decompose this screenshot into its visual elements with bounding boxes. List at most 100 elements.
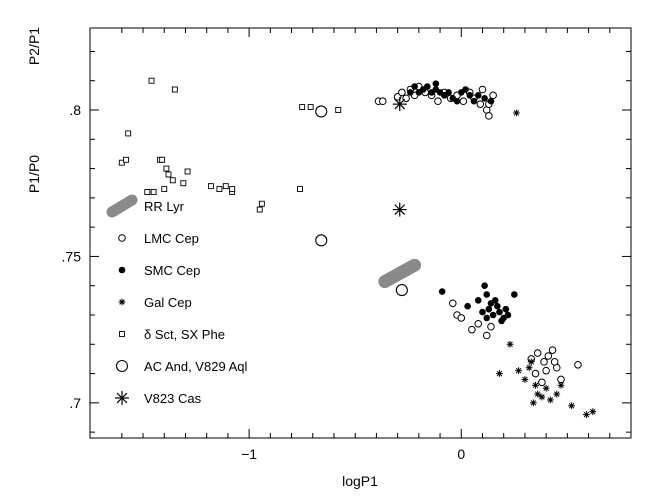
point-filled-circle <box>466 92 474 99</box>
point-open-square <box>150 189 157 195</box>
point-filled-circle <box>474 297 482 304</box>
point-open-circle-small <box>538 378 546 387</box>
legend-label: V823 Cas <box>144 391 202 406</box>
legend: RR Lyr LMC Cep SMC Cep Gal Cep δ Sct, SX Phe… <box>106 194 247 406</box>
point-star-small <box>534 390 542 398</box>
point-filled-circle <box>432 80 440 87</box>
point-filled-circle <box>407 89 414 96</box>
point-open-circle-small <box>398 88 406 97</box>
legend-marker-star-large <box>115 391 129 405</box>
point-open-square <box>161 186 168 193</box>
legend-item: V823 Cas <box>115 391 202 406</box>
point-filled-circle <box>498 317 505 325</box>
point-filled-circle <box>453 97 461 105</box>
legend-marker-band <box>106 194 138 218</box>
point-star-small <box>530 399 537 407</box>
y-tick-label: .8 <box>69 102 81 118</box>
point-star-small <box>515 367 522 375</box>
point-open-circle-large <box>315 234 328 247</box>
point-open-circle-small <box>533 349 542 357</box>
data-points <box>118 77 597 418</box>
point-open-square <box>222 183 229 190</box>
point-filled-circle <box>438 288 446 295</box>
point-star-small <box>557 381 565 389</box>
point-star-small <box>538 393 546 401</box>
point-filled-circle <box>474 92 482 99</box>
point-filled-circle <box>511 291 518 298</box>
point-filled-circle <box>481 282 488 290</box>
point-open-circle-small <box>544 352 553 360</box>
legend-item: RR Lyr <box>106 194 185 218</box>
legend-item: SMC Cep <box>118 263 200 278</box>
point-star-small <box>583 411 590 418</box>
point-open-circle-large <box>315 105 328 118</box>
point-open-circle-small <box>476 100 485 108</box>
axis-ticks <box>90 28 632 438</box>
point-filled-circle <box>479 308 486 316</box>
rr-lyr-bands <box>378 258 422 289</box>
point-open-square <box>171 86 178 93</box>
point-open-square <box>307 104 314 111</box>
point-open-circle-small <box>434 97 442 106</box>
point-open-square <box>165 171 172 178</box>
point-open-circle-large <box>395 284 408 297</box>
point-star-small <box>568 402 575 410</box>
y-axis-label-lower: P1/P0 <box>26 155 42 193</box>
point-filled-circle <box>496 308 503 316</box>
legend-item: Gal Cep <box>118 295 192 310</box>
point-filled-circle <box>487 97 495 105</box>
point-open-square <box>148 77 155 84</box>
legend-marker-filled-circle <box>118 266 126 274</box>
point-filled-circle <box>494 302 501 310</box>
y-tick-label: .7 <box>69 395 81 411</box>
legend-label: SMC Cep <box>144 263 200 278</box>
legend-label: AC And, V829 Aql <box>144 359 247 374</box>
point-open-circle-small <box>489 91 497 100</box>
point-open-circle-small <box>548 346 557 354</box>
point-filled-circle <box>489 311 497 319</box>
point-open-circle-small <box>457 314 466 322</box>
point-star-large <box>392 202 407 217</box>
legend-marker-open-circle-large <box>115 359 129 373</box>
point-open-circle-small <box>540 358 548 366</box>
point-star-small <box>546 396 554 404</box>
point-open-circle-small <box>474 319 483 328</box>
point-filled-circle <box>502 305 510 313</box>
point-open-circle-small <box>531 369 540 378</box>
point-star-small <box>506 340 514 348</box>
point-open-circle-small <box>378 97 387 106</box>
tick-labels: −1 0 .7 .75 .8 <box>62 102 466 462</box>
point-open-square <box>144 189 151 195</box>
legend-label: Gal Cep <box>144 295 192 310</box>
point-open-circle-small <box>468 325 476 334</box>
point-open-circle-small <box>459 97 468 106</box>
point-filled-circle <box>411 83 418 90</box>
point-filled-circle <box>485 305 493 313</box>
point-open-circle-small <box>485 112 493 120</box>
legend-item: δ Sct, SX Phe <box>119 327 225 342</box>
point-open-circle-small <box>557 375 565 384</box>
point-open-square <box>258 200 265 207</box>
point-filled-circle <box>504 311 512 319</box>
point-star-large <box>392 97 407 112</box>
point-open-circle-small <box>542 366 550 375</box>
point-filled-circle <box>483 314 491 322</box>
point-open-square <box>125 130 132 137</box>
point-open-square <box>180 180 187 187</box>
point-open-circle-small <box>574 360 582 369</box>
point-filled-circle <box>464 302 471 310</box>
legend-item: AC And, V829 Aql <box>115 359 247 374</box>
legend-label: δ Sct, SX Phe <box>144 327 225 342</box>
point-filled-circle <box>462 86 469 93</box>
point-open-circle-small <box>550 358 559 366</box>
point-star-small <box>496 370 503 377</box>
point-open-square <box>169 177 176 184</box>
point-open-square <box>299 104 306 111</box>
point-filled-circle <box>445 89 452 96</box>
x-axis-label: logP1 <box>342 473 378 489</box>
legend-item: LMC Cep <box>118 231 199 246</box>
point-star-small <box>513 109 520 117</box>
point-open-square <box>335 107 342 113</box>
legend-label: RR Lyr <box>144 199 185 214</box>
